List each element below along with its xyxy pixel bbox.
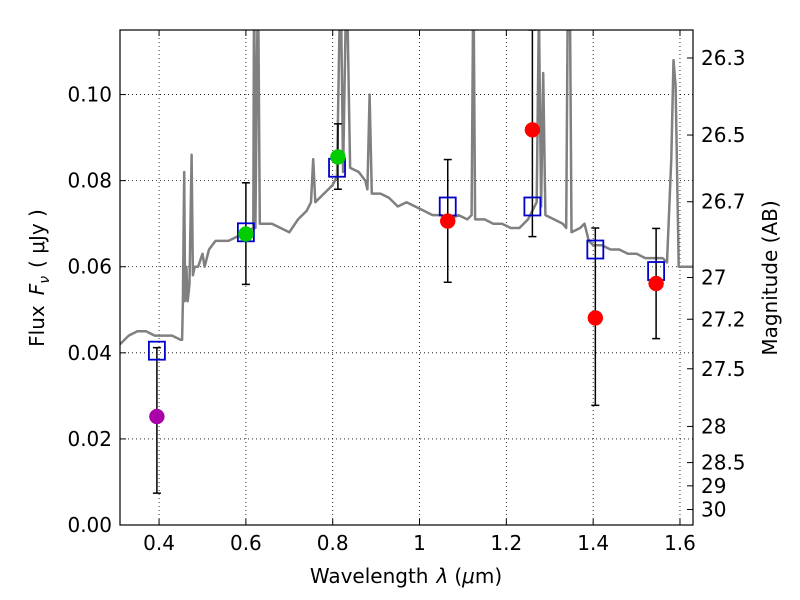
y2-tick-label: 27.5 xyxy=(701,357,746,381)
y-axis-label: FluxFν( μJy ) xyxy=(25,209,53,347)
y2-tick-label: 30 xyxy=(701,498,726,522)
x-axis-label: Wavelength λ (μm) xyxy=(310,564,502,588)
x-tick-label: 0.8 xyxy=(317,531,349,555)
model-photometry-markers xyxy=(147,157,666,361)
y-tick-label: 0.00 xyxy=(67,513,112,537)
x-tick-label: 1.2 xyxy=(490,531,522,555)
y2-tick-label: 26.7 xyxy=(701,190,746,214)
observed-photometry-point xyxy=(524,122,541,138)
observed-photometry-point xyxy=(587,310,604,326)
y2-tick-label: 28 xyxy=(701,414,726,438)
y2-tick-label: 26.3 xyxy=(701,46,746,70)
error-bars xyxy=(152,30,661,494)
model-photometry-point xyxy=(147,340,166,361)
spectrum-line xyxy=(120,30,693,346)
y-tick-label: 0.10 xyxy=(67,83,112,107)
spectrum-layer xyxy=(120,30,693,346)
model-photometry-point xyxy=(586,239,605,260)
model-photometry-point xyxy=(523,196,542,217)
y2-tick-label: 29 xyxy=(701,474,726,498)
y-tick-label: 0.04 xyxy=(67,341,112,365)
x-tick-label: 1.6 xyxy=(664,531,696,555)
observed-photometry-markers xyxy=(149,122,664,425)
y2-tick-label: 26.5 xyxy=(701,123,746,147)
observed-photometry-point xyxy=(648,275,664,292)
grid-lines xyxy=(120,30,693,526)
plot-frame xyxy=(119,29,694,526)
y2-axis-label: Magnitude (AB) xyxy=(758,200,782,355)
y2-tick-label: 27 xyxy=(701,266,726,290)
axis-ticks: 0.4 0.6 0.8 1 1.2 1.4 1.6 0.00 0.02 0.04 0.06 0.08 0… xyxy=(67,30,746,555)
y2-tick-label: 28.5 xyxy=(701,451,746,475)
observed-photometry-point xyxy=(439,213,456,229)
observed-photometry-point xyxy=(238,226,254,242)
observed-photometry-point xyxy=(330,149,346,165)
x-tick-label: 1.4 xyxy=(577,531,609,555)
x-tick-label: 0.6 xyxy=(230,531,262,555)
y2-tick-label: 27.2 xyxy=(701,307,746,331)
y-tick-label: 0.02 xyxy=(67,427,112,451)
observed-photometry-point xyxy=(149,408,165,425)
y-tick-label: 0.08 xyxy=(67,169,112,193)
y-tick-label: 0.06 xyxy=(67,255,112,279)
x-tick-label: 1 xyxy=(413,531,426,555)
x-tick-label: 0.4 xyxy=(143,531,175,555)
